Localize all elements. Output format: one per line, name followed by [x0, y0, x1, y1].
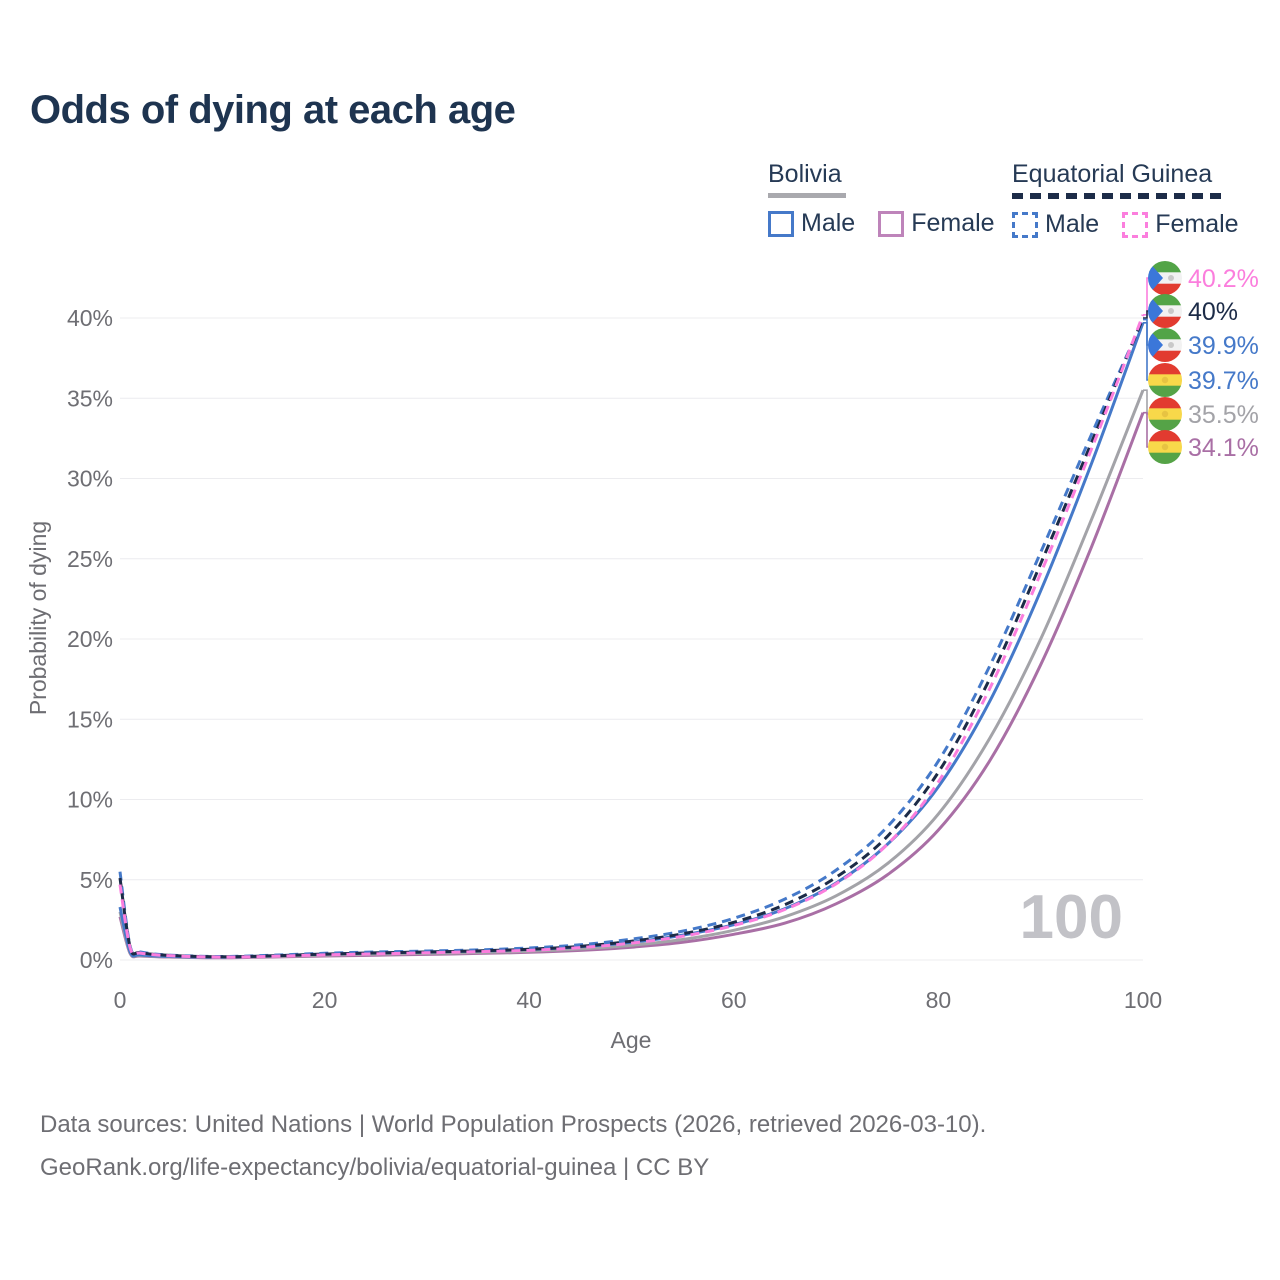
y-tick-label: 35% [67, 385, 113, 411]
y-tick-label: 40% [67, 305, 113, 331]
footer-data-sources: Data sources: United Nations | World Pop… [40, 1111, 987, 1138]
x-axis-title: Age [611, 1027, 652, 1053]
series-line-bolivia-male [118, 322, 1145, 959]
legend-item-label: Female [1155, 210, 1239, 238]
x-tick-label: 40 [516, 987, 542, 1013]
end-value-label-bolivia-total: 35.5% [1188, 401, 1259, 429]
end-value-label-guinea-total: 40% [1188, 298, 1238, 326]
legend-item-bolivia-female[interactable]: Female [878, 209, 995, 238]
y-axis-title: Probability of dying [25, 521, 51, 715]
x-tick-label: 80 [926, 987, 952, 1013]
legend-group-bolivia: Bolivia Male Female [768, 160, 1018, 238]
legend-item-bolivia-male[interactable]: Male [768, 209, 855, 238]
end-value-label-bolivia-female: 34.1% [1188, 434, 1259, 462]
legend-item-guinea-female[interactable]: Female [1122, 210, 1239, 239]
equatorial-guinea-line-style-sample [1012, 193, 1225, 199]
page-title: Odds of dying at each age [30, 88, 516, 132]
series-line-bolivia-total [118, 389, 1145, 959]
bo-flag-icon [1148, 397, 1182, 431]
x-tick-label: 20 [312, 987, 338, 1013]
y-tick-label: 30% [67, 466, 113, 492]
legend-heading-bolivia: Bolivia [768, 160, 842, 188]
footer-attribution: GeoRank.org/life-expectancy/bolivia/equa… [40, 1154, 710, 1181]
guinea-female-swatch-icon [1122, 211, 1149, 238]
watermark-age-100: 100 [1020, 883, 1123, 952]
legend-heading-equatorial-guinea: Equatorial Guinea [1012, 160, 1213, 188]
bo-flag-icon [1148, 430, 1182, 464]
page-footer: Data sources: United Nations | World Pop… [40, 1103, 986, 1189]
x-tick-label: 0 [114, 987, 127, 1013]
guinea-male-swatch-icon [1012, 211, 1038, 238]
legend-group-equatorial-guinea: Equatorial Guinea Male Female [1012, 160, 1262, 239]
bolivia-female-swatch-icon [878, 210, 905, 237]
legend-item-label: Female [911, 209, 995, 237]
gq-flag-icon [1148, 328, 1182, 362]
legend-item-label: Male [1045, 210, 1100, 238]
x-tick-label: 100 [1124, 987, 1162, 1013]
end-value-label-guinea-female: 40.2% [1188, 265, 1259, 293]
x-tick-label: 60 [721, 987, 747, 1013]
y-tick-label: 5% [80, 867, 113, 893]
y-tick-label: 20% [67, 626, 113, 652]
series-line-guinea-male [118, 318, 1145, 958]
series-line-bolivia-female [118, 412, 1145, 960]
gq-flag-icon [1148, 294, 1182, 328]
end-value-label-guinea-male: 39.9% [1188, 332, 1259, 360]
end-value-label-bolivia-male: 39.7% [1188, 367, 1259, 395]
bo-flag-icon [1148, 363, 1182, 397]
y-tick-label: 15% [67, 706, 113, 732]
y-tick-label: 10% [67, 787, 113, 813]
legend-item-label: Male [801, 209, 856, 237]
series-line-guinea-total [118, 317, 1145, 959]
legend-item-guinea-male[interactable]: Male [1012, 210, 1099, 239]
y-tick-label: 0% [80, 947, 113, 973]
y-tick-label: 25% [67, 546, 113, 572]
series-line-guinea-female [118, 314, 1145, 959]
bolivia-male-swatch-icon [768, 210, 794, 237]
gq-flag-icon [1148, 261, 1182, 295]
bolivia-line-style-sample [768, 193, 846, 198]
